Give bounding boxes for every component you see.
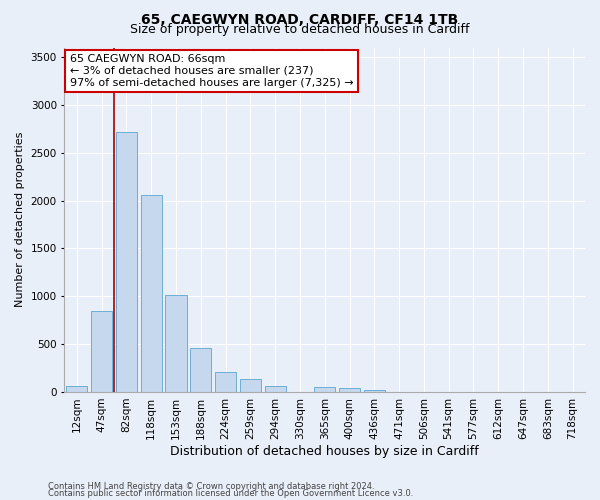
Text: 65 CAEGWYN ROAD: 66sqm
← 3% of detached houses are smaller (237)
97% of semi-det: 65 CAEGWYN ROAD: 66sqm ← 3% of detached … <box>70 54 353 88</box>
X-axis label: Distribution of detached houses by size in Cardiff: Distribution of detached houses by size … <box>170 444 479 458</box>
Bar <box>116 132 137 392</box>
Bar <box>265 386 286 392</box>
Bar <box>140 195 162 392</box>
Bar <box>364 390 385 392</box>
Bar <box>67 386 88 392</box>
Bar <box>190 348 211 392</box>
Y-axis label: Number of detached properties: Number of detached properties <box>15 132 25 308</box>
Bar <box>240 378 261 392</box>
Text: Size of property relative to detached houses in Cardiff: Size of property relative to detached ho… <box>130 22 470 36</box>
Bar <box>314 386 335 392</box>
Text: 65, CAEGWYN ROAD, CARDIFF, CF14 1TB: 65, CAEGWYN ROAD, CARDIFF, CF14 1TB <box>142 12 458 26</box>
Text: Contains HM Land Registry data © Crown copyright and database right 2024.: Contains HM Land Registry data © Crown c… <box>48 482 374 491</box>
Bar <box>166 296 187 392</box>
Bar <box>215 372 236 392</box>
Bar <box>339 388 360 392</box>
Bar <box>91 310 112 392</box>
Text: Contains public sector information licensed under the Open Government Licence v3: Contains public sector information licen… <box>48 489 413 498</box>
